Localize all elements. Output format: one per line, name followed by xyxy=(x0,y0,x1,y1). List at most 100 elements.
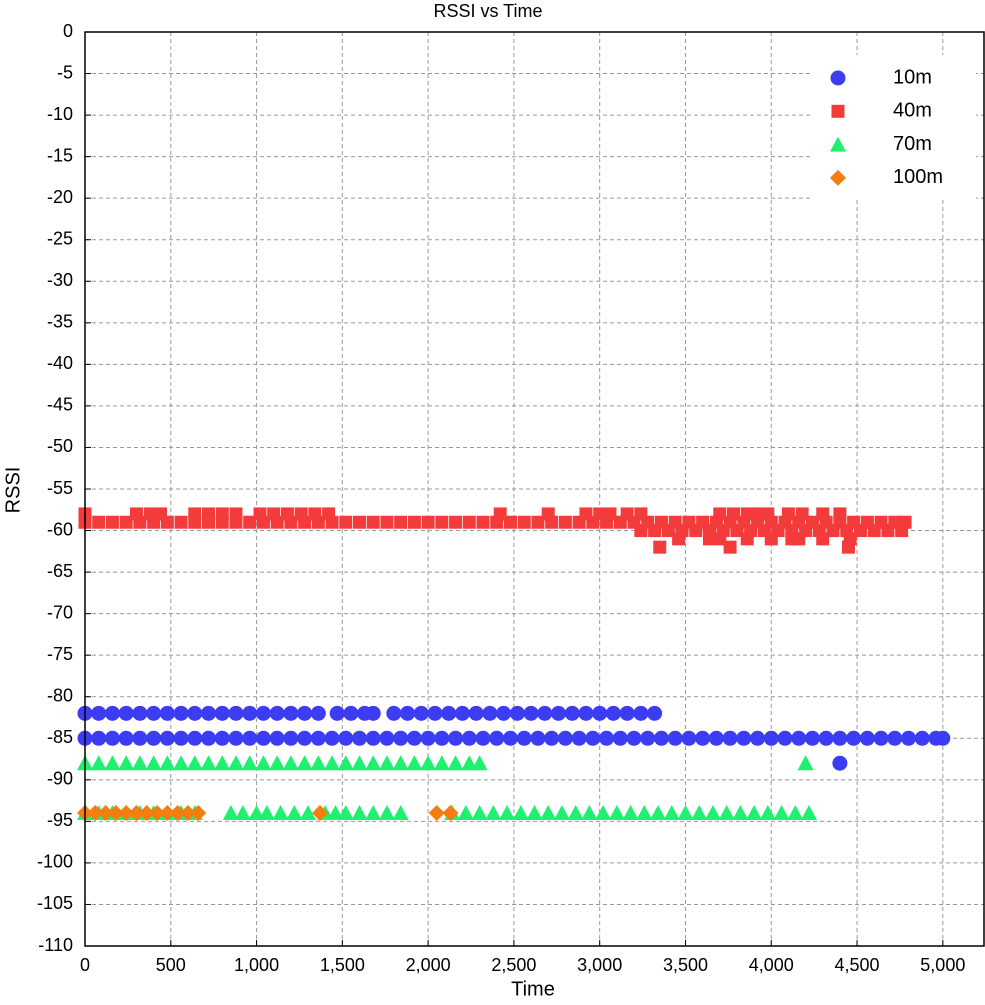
y-tick-label: -55 xyxy=(47,478,73,498)
point xyxy=(420,730,436,746)
point xyxy=(255,730,271,746)
point xyxy=(895,524,909,538)
point xyxy=(187,730,203,746)
point xyxy=(541,507,555,521)
point xyxy=(818,730,834,746)
point xyxy=(188,507,202,521)
point xyxy=(91,705,107,721)
point xyxy=(795,507,809,521)
point xyxy=(159,730,175,746)
point xyxy=(378,805,395,821)
series-points xyxy=(77,805,459,822)
point xyxy=(531,515,545,529)
y-tick-label: -100 xyxy=(37,852,73,872)
point xyxy=(365,755,382,771)
point xyxy=(689,524,703,538)
x-tick-label: 0 xyxy=(80,955,90,975)
point xyxy=(448,730,464,746)
point xyxy=(551,705,567,721)
point xyxy=(90,755,107,771)
point xyxy=(447,755,464,771)
point xyxy=(461,755,478,771)
point xyxy=(159,755,176,771)
point xyxy=(253,507,267,521)
point xyxy=(564,705,580,721)
point xyxy=(200,755,217,771)
point xyxy=(462,515,476,529)
y-tick-label: -75 xyxy=(47,644,73,664)
point xyxy=(145,755,162,771)
point xyxy=(592,705,608,721)
point xyxy=(722,730,738,746)
y-tick-label: -110 xyxy=(38,935,73,955)
point xyxy=(442,805,459,822)
point xyxy=(499,805,516,821)
y-tick-label: -45 xyxy=(47,395,73,415)
point xyxy=(427,705,443,721)
point xyxy=(853,524,867,538)
point xyxy=(702,532,716,546)
point xyxy=(310,755,327,771)
point xyxy=(816,532,830,546)
point xyxy=(901,730,917,746)
point xyxy=(763,730,779,746)
point xyxy=(351,755,368,771)
point xyxy=(421,515,435,529)
point xyxy=(681,730,697,746)
point xyxy=(677,805,694,821)
point xyxy=(294,507,308,521)
point xyxy=(553,805,570,821)
point xyxy=(337,755,354,771)
point xyxy=(661,524,675,538)
point xyxy=(537,705,553,721)
point xyxy=(380,515,394,529)
point xyxy=(280,507,294,521)
x-axis-label: Time xyxy=(511,978,555,1000)
point xyxy=(502,730,518,746)
point xyxy=(365,730,381,746)
point xyxy=(283,730,299,746)
y-tick-label: -70 xyxy=(47,602,73,622)
point xyxy=(608,805,625,821)
point xyxy=(105,515,119,529)
point xyxy=(269,705,285,721)
point xyxy=(634,524,648,538)
point xyxy=(119,515,133,529)
point xyxy=(791,730,807,746)
point xyxy=(603,507,617,521)
point xyxy=(428,805,445,822)
point xyxy=(282,755,299,771)
series-points xyxy=(78,507,912,554)
point xyxy=(801,805,818,821)
point xyxy=(816,507,830,521)
point xyxy=(691,805,708,821)
point xyxy=(792,532,806,546)
point xyxy=(202,507,216,521)
point xyxy=(663,805,680,821)
y-tick-label: -10 xyxy=(47,104,73,124)
point xyxy=(449,515,463,529)
point xyxy=(173,755,190,771)
point xyxy=(392,755,409,771)
point xyxy=(300,805,317,821)
point xyxy=(636,805,653,821)
point xyxy=(647,705,663,721)
point xyxy=(406,730,422,746)
point xyxy=(503,515,517,529)
point xyxy=(297,730,313,746)
point xyxy=(272,805,289,821)
point xyxy=(832,730,848,746)
series-points xyxy=(77,705,951,771)
point xyxy=(87,805,104,822)
point xyxy=(581,805,598,821)
legend-marker xyxy=(831,104,845,118)
point xyxy=(248,805,265,821)
point xyxy=(732,805,749,821)
point xyxy=(593,507,607,521)
point xyxy=(571,730,587,746)
point xyxy=(461,730,477,746)
point xyxy=(622,805,639,821)
x-tick-label: 1,000 xyxy=(234,955,279,975)
y-tick-label: -60 xyxy=(47,519,73,539)
point xyxy=(104,705,120,721)
